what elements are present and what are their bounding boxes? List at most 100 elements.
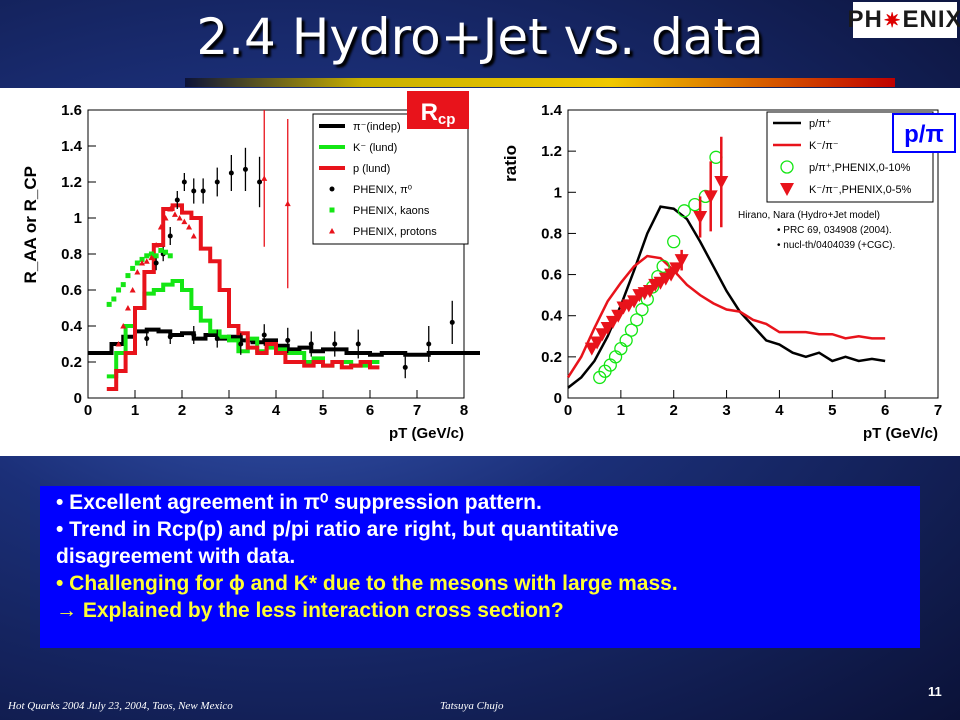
data-point — [153, 242, 160, 248]
data-point — [174, 197, 180, 203]
y-tick-label: 1.4 — [541, 102, 563, 119]
data-point — [158, 247, 164, 253]
y-axis-label: ratio — [501, 145, 520, 182]
ratio-chart: 0 1 2 3 4 5 6 7 0 0.2 0.4 0.6 0.8 1 1.2 1.4 pT (GeV/c) ra… — [501, 102, 956, 442]
data-point — [624, 323, 639, 337]
x-tick-label: 6 — [881, 402, 889, 419]
y-tick-label: 0.8 — [61, 246, 82, 263]
data-point — [143, 258, 150, 264]
y-tick-label: 0 — [74, 390, 82, 407]
x-tick-label: 2 — [178, 402, 186, 419]
legend-swatch — [780, 183, 794, 196]
model-reference: • nucl-th/0404039 (+CGC). — [777, 240, 895, 251]
data-point — [130, 265, 136, 271]
rcp-tag-label: Rcp — [421, 99, 456, 128]
ppi-tag-box — [892, 113, 956, 153]
data-point — [124, 305, 131, 311]
series-line — [566, 254, 886, 379]
data-point — [261, 175, 268, 181]
data-point — [153, 260, 159, 266]
y-axis-label: R_AA or R_CP — [21, 166, 40, 283]
footer-conference: Hot Quarks 2004 July 23, 2004, Taos, New… — [8, 700, 233, 712]
data-point — [228, 170, 234, 176]
bullet-line: • Trend in Rcp(p) and p/pi ratio are rig… — [56, 518, 619, 541]
data-point — [674, 254, 689, 268]
y-tick-label: 0.6 — [61, 282, 82, 299]
y-tick-label: 1.6 — [61, 102, 82, 119]
data-point — [611, 309, 626, 323]
x-tick-label: 5 — [319, 402, 327, 419]
data-point — [190, 233, 197, 239]
data-point — [191, 332, 197, 338]
data-point — [426, 341, 432, 347]
x-tick-label: 2 — [670, 402, 678, 419]
ppi-tag-label: p/π — [904, 121, 944, 148]
legend-label: PHENIX, protons — [353, 226, 437, 238]
data-point — [630, 313, 644, 327]
data-point — [200, 188, 206, 194]
data-point — [703, 190, 718, 204]
data-point — [667, 235, 681, 249]
data-point — [669, 262, 684, 276]
data-point — [693, 210, 708, 224]
data-point — [163, 249, 169, 255]
data-point — [144, 253, 150, 259]
data-point — [148, 254, 155, 261]
data-point — [308, 341, 314, 347]
data-point — [714, 176, 729, 189]
slide-title: 2.4 Hydro+Jet vs. data — [196, 8, 764, 66]
y-tick-label: 0.2 — [61, 354, 82, 371]
legend-swatch — [780, 160, 794, 174]
data-point — [176, 215, 183, 221]
data-point — [449, 319, 455, 325]
data-point — [139, 260, 146, 266]
data-point — [214, 179, 220, 185]
rcp-chart: 0 1 2 3 4 5 6 7 8 0 0.2 0.4 0.6 0.8 1 1.2 1.4 1.6 pT (GeV/… — [21, 91, 480, 442]
y-tick-label: 1.2 — [541, 143, 562, 160]
x-tick-label: 0 — [564, 402, 572, 419]
bullet-line: • Challenging for ϕ and K* due to the me… — [56, 572, 678, 595]
legend-label: p (lund) — [353, 163, 390, 175]
bullet-line: • Excellent agreement in π⁰ suppression … — [56, 491, 542, 514]
data-point — [106, 301, 112, 307]
data-point — [115, 341, 122, 347]
data-point — [238, 341, 244, 347]
data-point — [656, 259, 670, 273]
x-tick-label: 0 — [84, 402, 92, 419]
data-point — [214, 336, 220, 342]
legend-label: K⁻/π⁻ — [809, 140, 839, 152]
data-point — [167, 233, 173, 239]
y-tick-label: 1.4 — [61, 138, 83, 155]
logo-text-left: PH — [847, 6, 883, 33]
y-tick-label: 0 — [554, 390, 562, 407]
x-axis-label: pT (GeV/c) — [389, 425, 464, 442]
data-point — [402, 364, 408, 370]
legend-swatch — [329, 207, 335, 213]
model-reference: • PRC 69, 034908 (2004). — [777, 225, 892, 236]
data-point — [285, 337, 291, 343]
data-point — [284, 200, 291, 207]
data-point — [619, 333, 633, 348]
data-point — [167, 206, 174, 212]
x-tick-label: 3 — [225, 402, 233, 419]
y-tick-label: 1 — [74, 210, 82, 227]
y-tick-label: 0.2 — [541, 349, 562, 366]
y-tick-label: 1.2 — [61, 174, 82, 191]
data-point — [167, 334, 173, 340]
data-point — [134, 260, 140, 266]
data-point — [125, 273, 131, 279]
title-underline-bar — [185, 78, 895, 87]
x-tick-label: 4 — [775, 402, 784, 419]
legend-box — [312, 113, 469, 245]
x-tick-label: 1 — [617, 402, 625, 419]
data-point — [148, 251, 154, 257]
page-number: 11 — [928, 684, 942, 699]
data-point — [129, 287, 136, 293]
legend-label: p/π⁺,PHENIX,0-10% — [809, 162, 911, 174]
data-point — [157, 224, 164, 230]
y-tick-label: 0.6 — [541, 267, 562, 284]
x-tick-label: 7 — [934, 402, 942, 419]
y-tick-label: 0.8 — [541, 225, 562, 242]
phoenix-bird-icon: ✷ — [883, 9, 902, 32]
logo-text-right: ENIX — [902, 6, 960, 33]
